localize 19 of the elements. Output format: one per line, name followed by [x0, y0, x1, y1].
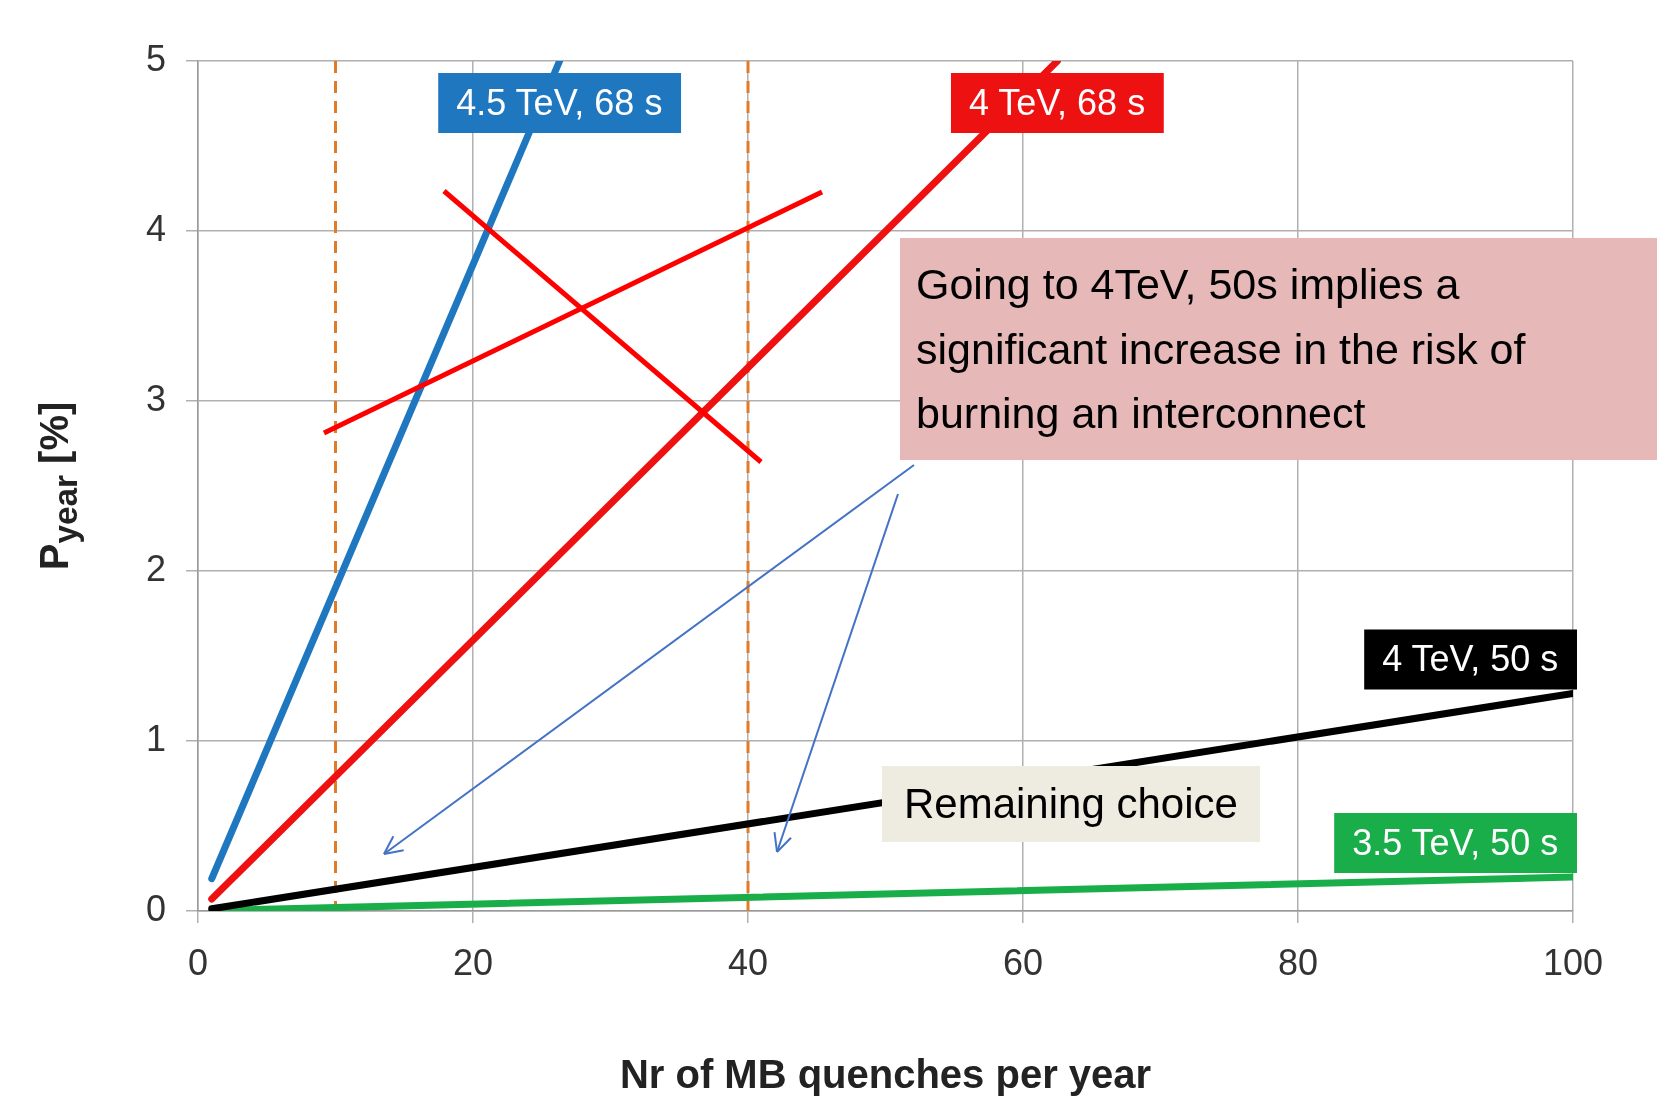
callout-box: Going to 4TeV, 50s implies a significant increase in the risk of burning an interconnect — [900, 238, 1657, 460]
x-tick-label: 80 — [1277, 941, 1319, 983]
series-label: 3.5 TeV, 50 s — [1352, 821, 1559, 863]
y-tick-label: 4 — [145, 207, 166, 249]
y-tick-label: 0 — [145, 887, 166, 929]
series-label: 4.5 TeV, 68 s — [456, 81, 663, 123]
series-label: 4 TeV, 50 s — [1382, 638, 1559, 680]
y-tick-label: 3 — [145, 377, 166, 419]
series-label: 4 TeV, 68 s — [968, 81, 1146, 123]
callout-box: Remaining choice — [882, 766, 1260, 842]
x-axis-title: Nr of MB quenches per year — [618, 1052, 1153, 1097]
x-tick-label: 40 — [727, 941, 769, 983]
x-tick-label: 60 — [1002, 941, 1044, 983]
x-tick-label: 100 — [1542, 941, 1604, 983]
y-tick-label: 2 — [145, 547, 166, 589]
x-tick-label: 0 — [187, 941, 209, 983]
y-tick-label: 5 — [145, 37, 166, 79]
x-tick-label: 20 — [452, 941, 494, 983]
y-tick-label: 1 — [145, 717, 166, 759]
